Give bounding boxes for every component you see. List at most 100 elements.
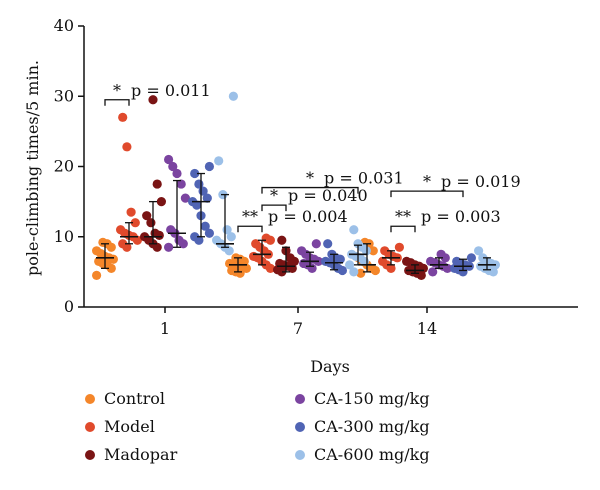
significance-bracket: [390, 190, 464, 198]
data-point: [212, 235, 222, 245]
data-point: [478, 253, 488, 263]
legend-label: Madopar: [104, 445, 178, 464]
data-point: [476, 261, 486, 271]
y-ticks: 0 10 20 30 40: [54, 16, 84, 316]
legend-label: CA-600 mg/kg: [314, 445, 430, 464]
data-point: [214, 156, 224, 166]
significance-annotations: * p = 0.011** p = 0.004* p = 0.040* p = 0.03…: [104, 81, 521, 233]
significance-stars: *: [306, 169, 314, 188]
data-point: [130, 218, 140, 228]
data-point: [402, 256, 412, 266]
y-tick-label: 0: [64, 297, 74, 316]
significance-bracket: [104, 99, 130, 106]
data-point: [94, 256, 104, 266]
data-point: [222, 225, 232, 235]
data-point: [323, 239, 333, 249]
legend-label: CA-300 mg/kg: [314, 417, 430, 436]
legend-label: Model: [104, 417, 155, 436]
data-point: [349, 225, 359, 235]
data-point: [190, 232, 200, 242]
data-point: [164, 154, 174, 165]
data-point: [228, 91, 238, 101]
data-point: [436, 249, 446, 259]
data-point: [297, 246, 307, 256]
x-ticks: 1 7 14: [160, 307, 437, 338]
x-tick-label: 1: [160, 319, 170, 338]
data-point: [311, 239, 321, 249]
legend-marker: [295, 450, 305, 460]
data-point: [349, 267, 359, 277]
data-point: [118, 239, 128, 249]
significance-stars: *: [270, 186, 278, 205]
data-point: [225, 258, 235, 269]
legend-marker: [295, 394, 305, 404]
data-point: [176, 179, 186, 189]
p-value-label: p = 0.031: [324, 169, 404, 188]
y-tick-label: 20: [54, 157, 74, 176]
x-tick-label: 14: [417, 319, 437, 338]
data-point: [353, 239, 363, 249]
data-point: [261, 233, 271, 243]
data-point: [345, 260, 355, 270]
data-point: [190, 168, 200, 179]
median-range-bars: [96, 172, 496, 274]
y-tick-label: 40: [54, 16, 74, 35]
data-point: [122, 142, 132, 152]
data-point: [116, 225, 126, 235]
data-point: [368, 246, 378, 256]
legend-marker: [85, 450, 95, 460]
significance-bracket: [390, 225, 416, 233]
data-point: [249, 251, 259, 262]
p-value-label: p = 0.040: [288, 186, 368, 205]
significance-stars: *: [113, 81, 121, 100]
data-point: [321, 256, 331, 266]
data-point: [378, 256, 388, 266]
legend-marker: [85, 394, 95, 404]
data-point: [180, 193, 190, 203]
data-point: [428, 267, 438, 277]
significance-stars: **: [395, 207, 411, 226]
data-point: [226, 232, 236, 242]
significance-stars: *: [423, 172, 431, 191]
data-point: [166, 225, 176, 235]
x-tick-label: 7: [293, 319, 303, 338]
p-value-label: p = 0.003: [421, 207, 501, 226]
data-point: [142, 211, 152, 221]
data-point: [126, 207, 136, 217]
data-point: [277, 235, 287, 245]
legend-label: CA-150 mg/kg: [314, 389, 430, 408]
data-point: [426, 256, 436, 266]
significance-bracket: [237, 225, 263, 233]
data-point: [164, 242, 174, 252]
significance-stars: **: [242, 207, 258, 226]
data-points: [92, 91, 500, 280]
data-point: [200, 221, 210, 231]
data-point: [152, 179, 162, 189]
data-point: [172, 168, 182, 179]
data-point: [356, 268, 366, 278]
x-axis-label: Days: [310, 357, 350, 376]
p-value-label: p = 0.019: [441, 172, 521, 191]
y-tick-label: 30: [54, 86, 74, 105]
data-point: [251, 239, 261, 249]
data-point: [204, 161, 214, 172]
data-point: [394, 242, 404, 252]
significance-bracket: [261, 204, 287, 212]
significance-bracket: [261, 186, 359, 194]
data-point: [92, 270, 102, 280]
p-value-label: p = 0.011: [131, 81, 211, 100]
y-tick-label: 10: [54, 227, 74, 246]
data-point: [98, 237, 108, 247]
data-point: [474, 246, 484, 256]
data-point: [380, 246, 390, 256]
p-value-label: p = 0.004: [268, 207, 348, 226]
legend-label: Control: [104, 389, 165, 408]
legend-marker: [85, 422, 95, 432]
y-axis-label: pole-climbing times/5 min.: [23, 60, 42, 276]
data-point: [168, 161, 178, 172]
data-point: [202, 193, 212, 203]
data-point: [285, 253, 295, 263]
data-point: [148, 95, 158, 105]
legend: Control Model Madopar CA-150 mg/kg CA-300 mg…: [85, 389, 430, 464]
data-point: [452, 256, 462, 266]
